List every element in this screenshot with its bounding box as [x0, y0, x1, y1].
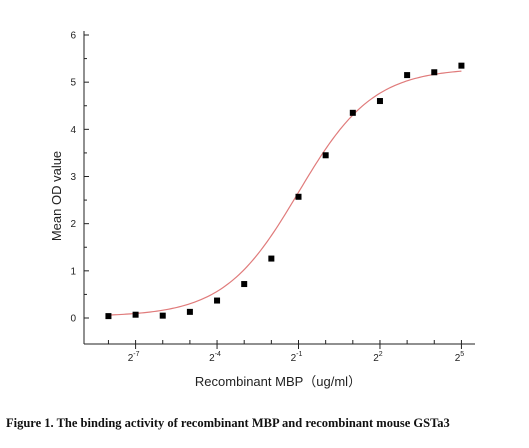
x-axis-label: Recombinant MBP（ug/ml） [195, 374, 361, 389]
data-point [159, 312, 166, 319]
axes: 0 1 2 3 4 5 6 2-7 2-4 2-1 22 25 [70, 31, 475, 364]
data-point [132, 311, 139, 318]
data-point [458, 62, 465, 69]
data-point [322, 152, 329, 159]
data-point [404, 72, 411, 79]
data-point [241, 281, 248, 288]
y-tick-label: 5 [70, 78, 76, 89]
data-point [186, 308, 193, 315]
y-tick-label: 6 [70, 31, 76, 42]
x-tick-label: 2-7 [128, 351, 140, 364]
x-tick-label: 22 [373, 351, 383, 364]
x-tick-label: 2-4 [209, 351, 221, 364]
data-point [268, 255, 275, 262]
y-tick-label: 3 [70, 172, 76, 183]
data-points [105, 62, 465, 320]
x-tick-label: 25 [455, 351, 465, 364]
x-tick-label: 2-1 [291, 351, 303, 364]
y-tick-label: 4 [70, 125, 76, 136]
figure-caption: Figure 1. The binding activity of recomb… [6, 416, 450, 430]
y-tick-label: 2 [70, 219, 76, 230]
data-point [295, 193, 302, 200]
y-tick-label: 0 [70, 314, 76, 325]
fit-curve-layer [108, 70, 462, 316]
fit-curve [108, 70, 462, 316]
data-point [376, 98, 383, 105]
y-tick-label: 1 [70, 266, 76, 277]
data-point [431, 69, 438, 76]
data-point [105, 313, 112, 320]
y-axis-label: Mean OD value [49, 151, 64, 241]
data-point [349, 109, 356, 116]
data-point [214, 297, 221, 304]
